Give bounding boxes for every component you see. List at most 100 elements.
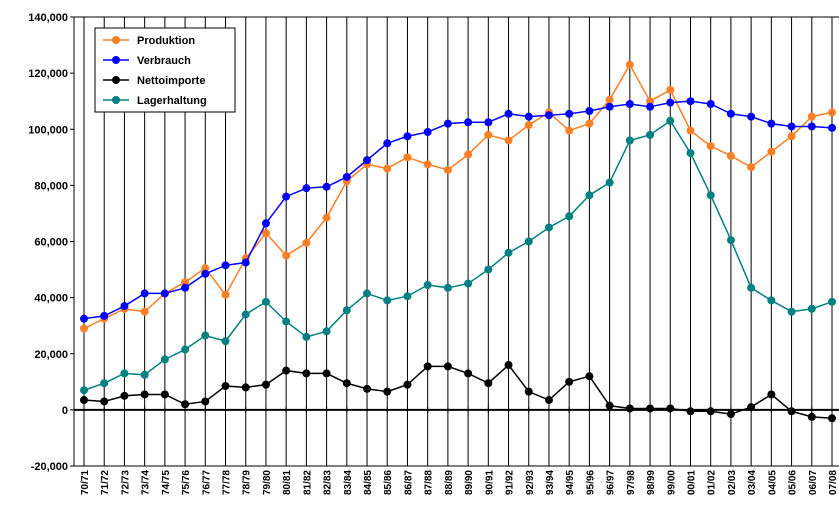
data-point — [565, 377, 574, 386]
data-point — [403, 132, 412, 141]
x-tick-label: 70/71 — [80, 470, 91, 495]
data-point — [605, 102, 614, 111]
data-point — [282, 366, 291, 375]
data-point — [504, 360, 513, 369]
x-tick-label: 86/87 — [403, 470, 414, 495]
data-point — [322, 182, 331, 191]
data-point — [706, 142, 715, 151]
data-point — [544, 223, 553, 232]
legend-label: Verbrauch — [137, 55, 191, 67]
x-tick-label: 91/92 — [505, 470, 516, 495]
data-point — [544, 111, 553, 120]
data-point — [767, 147, 776, 156]
y-tick-label: 100,000 — [28, 124, 68, 136]
data-point — [80, 324, 88, 333]
legend-marker — [112, 96, 120, 104]
data-point — [423, 362, 432, 371]
data-point — [605, 401, 614, 410]
data-point — [828, 414, 836, 423]
data-point — [706, 191, 715, 200]
data-point — [565, 126, 574, 135]
data-point — [383, 387, 392, 396]
data-point — [322, 327, 331, 336]
data-point — [565, 212, 574, 221]
data-point — [666, 98, 675, 107]
data-point — [585, 119, 594, 128]
data-point — [100, 397, 109, 406]
y-tick-label: 120,000 — [28, 68, 68, 80]
data-point — [241, 258, 250, 267]
data-point — [585, 107, 594, 116]
data-point — [524, 387, 533, 396]
data-point — [666, 404, 675, 413]
data-point — [828, 297, 836, 306]
x-tick-label: 97/98 — [626, 470, 637, 495]
data-point — [807, 304, 816, 313]
data-point — [828, 108, 836, 117]
data-point — [282, 251, 291, 260]
data-point — [342, 172, 351, 181]
data-point — [666, 85, 675, 94]
data-point — [565, 109, 574, 118]
data-point — [646, 130, 655, 139]
data-point — [160, 390, 169, 399]
data-point — [787, 407, 796, 416]
data-point — [120, 369, 129, 378]
data-point — [322, 369, 331, 378]
data-point — [464, 118, 473, 127]
data-point — [605, 178, 614, 187]
data-point — [201, 269, 210, 278]
data-point — [686, 149, 695, 158]
data-point — [221, 382, 230, 391]
data-point — [403, 292, 412, 301]
x-tick-label: 72/73 — [120, 470, 131, 495]
data-point — [80, 386, 88, 395]
data-point — [221, 290, 230, 299]
data-point — [706, 99, 715, 108]
data-point — [282, 192, 291, 201]
data-point — [302, 332, 311, 341]
data-point — [120, 302, 129, 311]
x-tick-label: 93/94 — [545, 470, 556, 495]
data-point — [484, 265, 493, 274]
data-point — [140, 307, 149, 316]
data-point — [302, 369, 311, 378]
data-point — [443, 362, 452, 371]
data-point — [201, 264, 210, 273]
data-point — [504, 248, 513, 257]
x-tick-label: 04/05 — [767, 470, 778, 495]
data-point — [706, 407, 715, 416]
data-point — [747, 112, 756, 121]
data-point — [747, 163, 756, 172]
data-point — [605, 95, 614, 104]
data-point — [666, 116, 675, 125]
data-point — [726, 109, 735, 118]
data-point — [363, 289, 372, 298]
data-point — [342, 306, 351, 315]
data-point — [100, 311, 109, 320]
data-point — [464, 150, 473, 159]
x-tick-label: 87/88 — [424, 470, 435, 495]
data-point — [767, 119, 776, 128]
x-tick-label: 88/89 — [444, 470, 455, 495]
x-tick-label: 98/99 — [646, 470, 657, 495]
legend-marker — [112, 56, 120, 64]
x-tick-label: 95/96 — [585, 470, 596, 495]
data-point — [383, 139, 392, 148]
x-tick-label: 71/72 — [100, 470, 111, 495]
x-tick-label: 78/79 — [242, 470, 253, 495]
x-tick-label: 06/07 — [808, 470, 819, 495]
x-tick-label: 90/91 — [484, 470, 495, 495]
y-tick-label: 20,000 — [34, 349, 68, 361]
data-point — [302, 238, 311, 247]
data-point — [585, 191, 594, 200]
legend-marker — [112, 36, 120, 44]
data-point — [140, 289, 149, 298]
data-point — [585, 372, 594, 381]
data-point — [726, 410, 735, 419]
data-point — [807, 112, 816, 121]
data-point — [625, 404, 634, 413]
x-tick-label: 03/04 — [747, 470, 758, 495]
data-point — [261, 219, 270, 228]
